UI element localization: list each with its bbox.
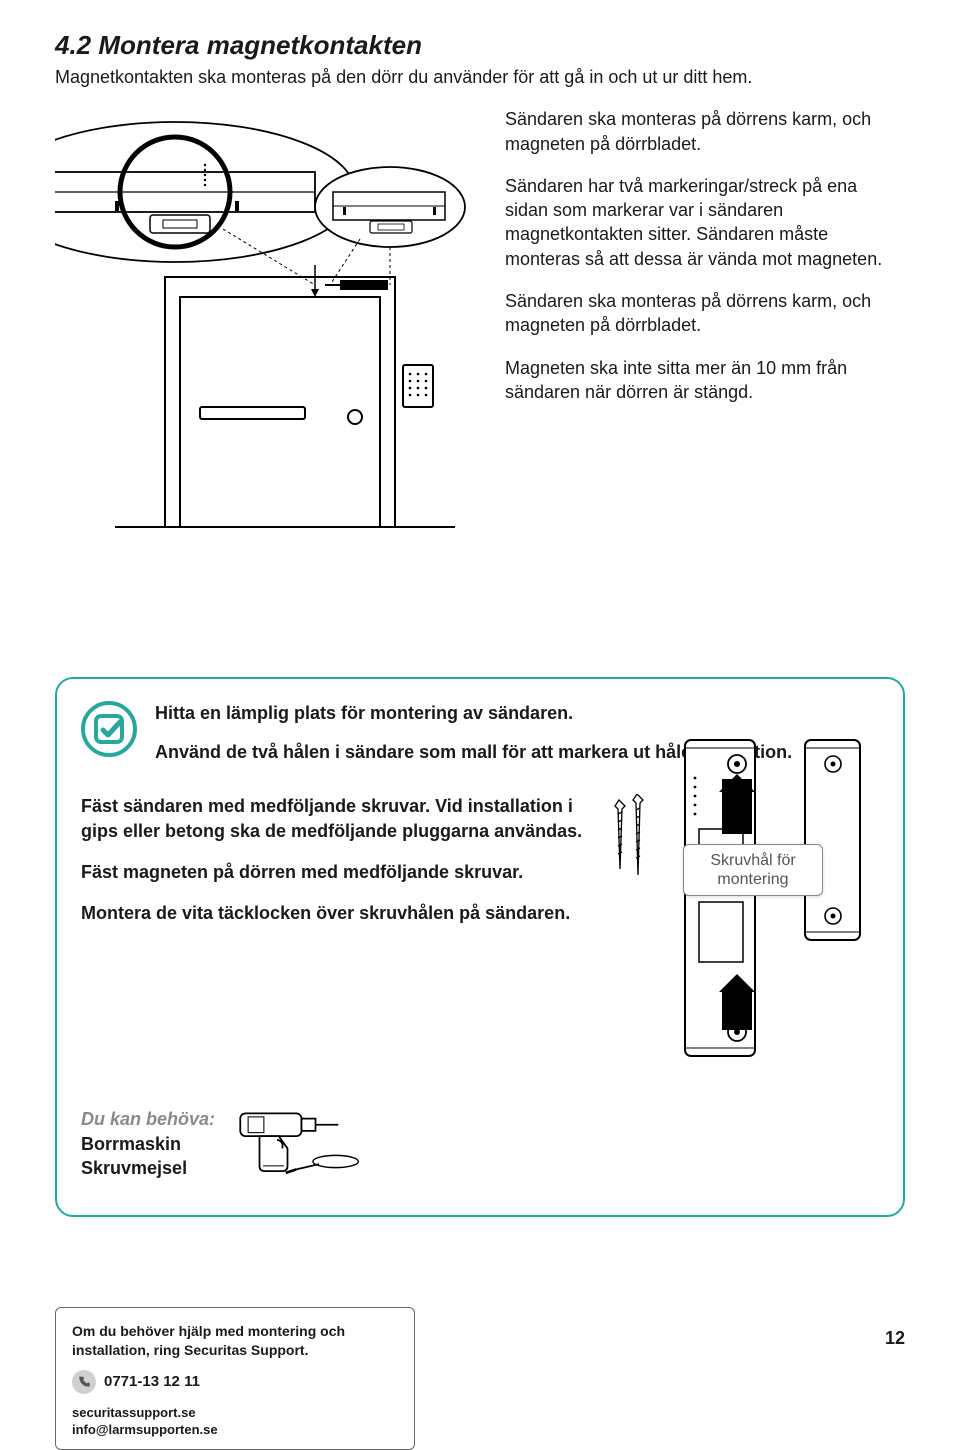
- phone-icon: [72, 1370, 96, 1394]
- top-row: Sändaren ska monteras på dörrens karm, o…: [55, 107, 905, 547]
- section-title: 4.2 Montera magnetkontakten: [55, 30, 905, 61]
- support-url-2: info@larmsupporten.se: [72, 1421, 398, 1439]
- support-phone-row: 0771-13 12 11: [72, 1370, 398, 1394]
- paragraph-4: Magneten ska inte sitta mer än 10 mm frå…: [505, 356, 905, 405]
- page-number: 12: [885, 1328, 905, 1349]
- drill-icon: [235, 1099, 375, 1189]
- step-3: Montera de vita täcklocken över skruvhål…: [81, 901, 585, 926]
- screws-icon: [605, 794, 655, 894]
- door-diagram: [55, 107, 485, 547]
- mounting-diagram: Skruvhål för montering: [675, 734, 885, 1069]
- description-paragraphs: Sändaren ska monteras på dörrens karm, o…: [505, 107, 905, 547]
- step-1: Fäst sändaren med medföljande skruvar. V…: [81, 794, 585, 844]
- screw-hole-callout: Skruvhål för montering: [683, 844, 823, 896]
- paragraph-3: Sändaren ska monteras på dörrens karm, o…: [505, 289, 905, 338]
- step-2: Fäst magneten på dörren med medföljande …: [81, 860, 585, 885]
- section-intro: Magnetkontakten ska monteras på den dörr…: [55, 65, 905, 89]
- instruction-box: Hitta en lämplig plats för montering av …: [55, 677, 905, 1217]
- support-url-1: securitassupport.se: [72, 1404, 398, 1422]
- paragraph-2: Sändaren har två markeringar/streck på e…: [505, 174, 905, 271]
- support-box: Om du behöver hjälp med montering och in…: [55, 1307, 415, 1450]
- tool-2: Skruvmejsel: [81, 1156, 215, 1180]
- tools-row: Du kan behöva: Borrmaskin Skruvmejsel: [81, 1099, 879, 1189]
- tools-label: Du kan behöva:: [81, 1107, 215, 1131]
- support-text: Om du behöver hjälp med montering och in…: [72, 1322, 398, 1360]
- checkmark-icon: [81, 701, 137, 757]
- tool-1: Borrmaskin: [81, 1132, 215, 1156]
- paragraph-1: Sändaren ska monteras på dörrens karm, o…: [505, 107, 905, 156]
- tip-1: Hitta en lämplig plats för montering av …: [155, 701, 792, 725]
